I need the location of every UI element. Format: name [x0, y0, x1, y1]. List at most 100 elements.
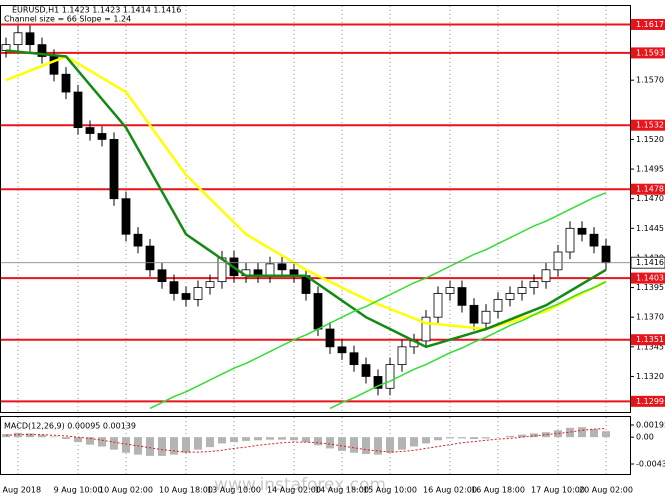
- x-tick-label: 15 Aug 10:00: [363, 486, 417, 495]
- candle-body: [193, 287, 203, 300]
- candle-body: [529, 281, 539, 288]
- candle-body: [361, 364, 371, 377]
- macd-bar: [110, 437, 118, 450]
- candle-body: [133, 233, 143, 247]
- candle-body: [61, 73, 71, 93]
- macd-bar: [602, 431, 610, 438]
- level-label-box: [631, 395, 665, 407]
- macd-bar: [26, 433, 34, 438]
- candle-body: [457, 287, 467, 306]
- indicator-line: [149, 192, 607, 410]
- candle-body: [97, 133, 107, 140]
- macd-bar: [62, 437, 70, 440]
- macd-bar: [482, 437, 490, 439]
- level-label-box: [631, 119, 665, 131]
- macd-bar: [2, 434, 10, 438]
- macd-bar: [566, 427, 574, 438]
- watermark: www.instaforex.com: [214, 475, 386, 495]
- x-tick-label: 14 Aug 18:00: [315, 486, 369, 495]
- x-tick-label: 20 Aug 02:00: [579, 486, 633, 495]
- candle-body: [181, 293, 191, 300]
- main-panel: [0, 5, 631, 413]
- macd-bar: [362, 437, 370, 455]
- x-tick-label: 14 Aug 02:00: [267, 486, 321, 495]
- macd-bar: [422, 437, 430, 444]
- candle-body: [313, 293, 323, 330]
- level-label: 1.1532: [636, 121, 664, 130]
- candle-body: [337, 346, 347, 354]
- y-tick-label: 0.00: [636, 433, 654, 442]
- macd-bar: [530, 433, 538, 438]
- x-tick-label: 16 Aug 18:00: [471, 486, 525, 495]
- candle-body: [13, 32, 23, 46]
- y-tick-label: 1.1370: [636, 313, 664, 322]
- candle-body: [421, 316, 431, 342]
- macd-bar: [578, 427, 586, 438]
- last-price-label: 1.1416: [636, 258, 664, 267]
- candle-body: [277, 263, 287, 271]
- macd-bar: [146, 437, 154, 456]
- macd-bar: [326, 437, 334, 449]
- macd-bar: [242, 437, 250, 441]
- macd-bar: [290, 437, 298, 441]
- candle-body: [37, 44, 47, 57]
- macd-bar: [86, 437, 94, 445]
- candle-body: [541, 269, 551, 283]
- macd-bar: [74, 437, 82, 443]
- level-label-box: [631, 334, 665, 346]
- candle-body: [265, 263, 275, 277]
- level-label-box: [631, 183, 665, 195]
- candle-body: [157, 269, 167, 283]
- macd-bar: [170, 437, 178, 455]
- level-label: 1.1617: [636, 20, 664, 29]
- indicator-line: [329, 280, 607, 410]
- macd-bar: [338, 437, 346, 451]
- x-tick-label: 9 Aug 10:00: [54, 486, 103, 495]
- macd-bar: [218, 437, 226, 444]
- macd-bar: [230, 437, 238, 443]
- macd-bar: [194, 437, 202, 450]
- candle-body: [373, 376, 383, 389]
- indicator-line: [5, 55, 607, 331]
- candle-body: [565, 227, 575, 253]
- x-tick-label: 16 Aug 02:00: [423, 486, 477, 495]
- last-price-box: [630, 256, 665, 269]
- candle-body: [145, 245, 155, 271]
- macd-bar: [278, 437, 286, 440]
- level-label: 1.1351: [636, 335, 664, 344]
- x-tick-label: 17 Aug 10:00: [531, 486, 585, 495]
- candle-body: [589, 233, 599, 247]
- x-tick-label: 10 Aug 18:00: [159, 486, 213, 495]
- candle-body: [505, 293, 515, 300]
- indicator-line: [5, 49, 607, 349]
- macd-bar: [38, 434, 46, 438]
- candle-body: [469, 304, 479, 324]
- y-tick-label: -0.0043: [636, 460, 665, 469]
- level-label-box: [631, 272, 665, 284]
- x-tick-label: 13 Aug 10:00: [207, 486, 261, 495]
- y-tick-label: 1.1395: [636, 283, 664, 292]
- macd-bar: [386, 437, 394, 453]
- candle-body: [517, 287, 527, 294]
- chart-title: EURUSD,H1 1.1423 1.1423 1.1414 1.1416: [12, 6, 181, 15]
- macd-bar: [98, 437, 106, 447]
- candle-body: [349, 352, 359, 365]
- candle-body: [25, 32, 35, 46]
- macd-bar: [590, 429, 598, 438]
- macd-title: MACD(12,26,9) 0.00095 0.00139: [4, 422, 136, 431]
- y-tick-label: 1.1445: [636, 224, 664, 233]
- level-label-box: [631, 18, 665, 30]
- x-tick-label: 8 Aug 2018: [0, 486, 41, 495]
- level-label-box: [631, 47, 665, 59]
- macd-bar: [182, 437, 190, 453]
- x-tick-label: 10 Aug 02:00: [99, 486, 153, 495]
- macd-bar: [398, 437, 406, 450]
- candle-body: [109, 139, 119, 200]
- macd-bar: [158, 437, 166, 456]
- level-label: 1.1593: [636, 48, 664, 57]
- macd-bar: [350, 437, 358, 453]
- candle-body: [397, 346, 407, 365]
- macd-bar: [50, 436, 58, 438]
- y-tick-label: 0.00195: [636, 421, 665, 430]
- level-label: 1.1403: [636, 274, 664, 283]
